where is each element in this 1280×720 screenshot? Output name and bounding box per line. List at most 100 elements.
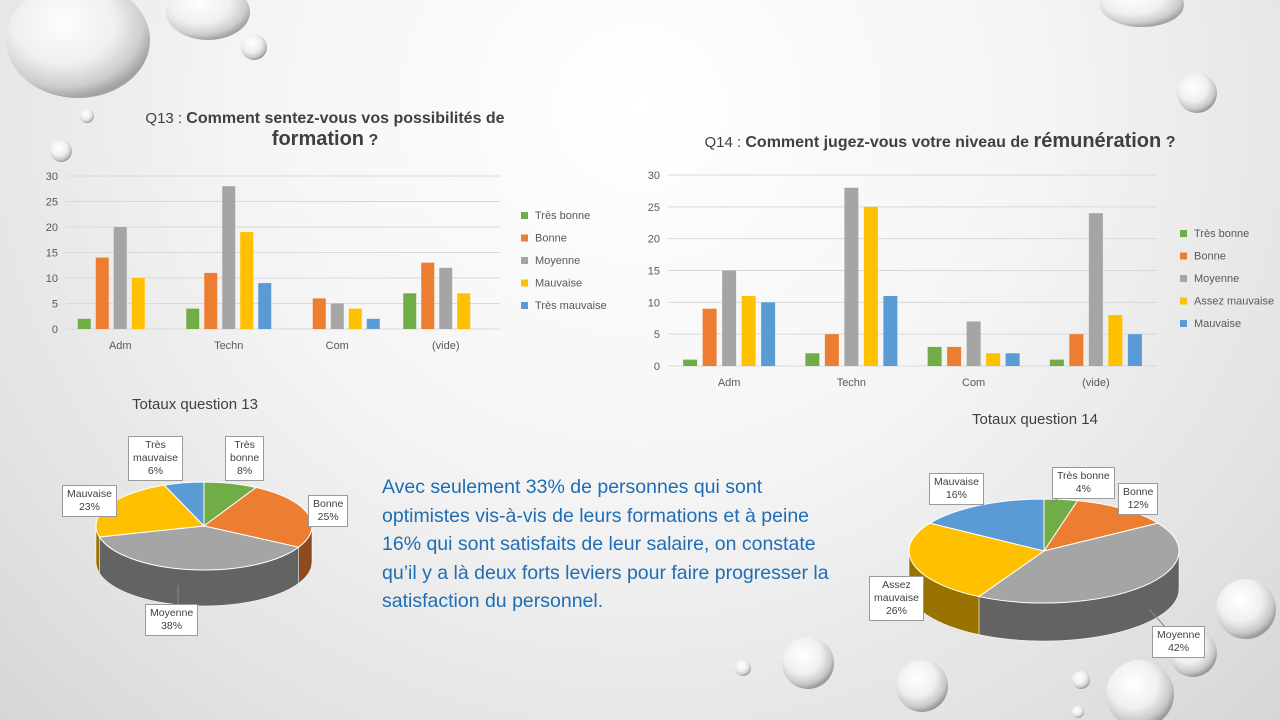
bar <box>1049 359 1064 366</box>
droplet <box>735 660 751 676</box>
pie-slice <box>163 481 205 528</box>
legend-label: Mauvaise <box>1194 318 1241 330</box>
pie-slice <box>928 498 1045 552</box>
pie-slice <box>98 525 300 571</box>
legend-label: Très bonne <box>1194 228 1249 240</box>
bar <box>366 318 380 329</box>
legend-label: Bonne <box>1194 251 1226 263</box>
droplet <box>1100 0 1184 27</box>
y-tick-label: 20 <box>648 234 660 246</box>
legend-swatch <box>521 279 528 287</box>
bar <box>683 359 698 366</box>
droplet <box>1216 579 1276 639</box>
droplet <box>241 34 267 60</box>
bar <box>222 186 236 329</box>
droplet <box>6 0 150 98</box>
y-tick-label: 0 <box>52 324 58 336</box>
pie-slice <box>202 486 313 548</box>
x-tick-label: Adm <box>109 340 132 352</box>
bar <box>457 293 471 329</box>
pie-data-label: Bonne 12% <box>1118 483 1159 515</box>
droplet <box>1106 660 1174 720</box>
x-tick-label: Techn <box>214 340 243 352</box>
chart-title-q13: Q13 : Comment sentez-vous vos possibilit… <box>145 110 505 150</box>
bar <box>863 206 878 366</box>
y-tick-label: 5 <box>654 329 660 341</box>
legend-label: Moyenne <box>1194 273 1239 285</box>
pie-chart-q13 <box>95 481 313 607</box>
y-tick-label: 15 <box>648 266 660 278</box>
legend-swatch <box>521 234 528 242</box>
y-tick-label: 0 <box>654 361 660 373</box>
legend-swatch <box>521 257 528 264</box>
bar-chart-q14: 0 5 10 15 20 25 30 Adm Techn Com (vide) Très bonne B… <box>648 170 1274 389</box>
bar <box>258 283 272 329</box>
legend-label: Très mauvaise <box>535 300 607 312</box>
x-tick-label: (vide) <box>1082 377 1110 389</box>
legend-label: Bonne <box>535 233 567 245</box>
y-tick-label: 25 <box>46 197 58 209</box>
bar <box>844 187 859 366</box>
legend-swatch <box>521 302 528 309</box>
leader-line <box>1149 609 1167 629</box>
y-tick-label: 15 <box>46 248 58 260</box>
legend-swatch <box>1180 230 1187 237</box>
y-tick-label: 20 <box>46 222 58 234</box>
bar <box>883 295 898 366</box>
legend-swatch <box>521 212 528 219</box>
droplet <box>1177 73 1217 113</box>
bar <box>824 334 839 366</box>
conclusion-text: Avec seulement 33% de personnes qui sont… <box>382 476 829 612</box>
bar <box>722 270 737 366</box>
pie-title-q14: Totaux question 14 <box>972 411 1098 428</box>
pie-slice <box>977 522 1180 604</box>
bar <box>113 227 127 329</box>
droplet <box>166 0 250 40</box>
bar <box>1069 334 1084 366</box>
legend-label: Assez mauvaise <box>1194 296 1274 308</box>
bar <box>986 353 1001 366</box>
bar <box>330 303 344 329</box>
x-tick-label: Com <box>326 340 349 352</box>
legend-swatch <box>1180 297 1187 305</box>
pie-data-label: Très mauvaise 6% <box>128 436 183 481</box>
bar <box>947 346 962 366</box>
droplet <box>80 109 94 123</box>
bar <box>1108 315 1123 366</box>
bar <box>966 321 981 366</box>
x-tick-label: Com <box>962 377 985 389</box>
pie-data-label: Mauvaise 23% <box>62 485 117 517</box>
legend-swatch <box>1180 320 1187 327</box>
x-tick-label: Techn <box>837 377 866 389</box>
pie-slice <box>908 522 1046 598</box>
droplet <box>1072 706 1084 718</box>
bar-chart-q13: 0 5 10 15 20 25 30 Adm Techn Com (vide) Très bonne B… <box>46 171 607 352</box>
droplet <box>896 660 948 712</box>
x-tick-label: Adm <box>718 377 741 389</box>
pie-data-label: Moyenne 42% <box>1152 626 1206 658</box>
bar <box>348 308 362 329</box>
legend-label: Moyenne <box>535 255 580 267</box>
x-tick-label: (vide) <box>432 340 460 352</box>
bar <box>312 298 326 329</box>
y-tick-label: 30 <box>648 170 660 182</box>
y-tick-label: 5 <box>52 299 58 311</box>
bar <box>927 346 942 366</box>
bar <box>204 272 218 329</box>
bar <box>761 302 776 366</box>
bar <box>403 293 417 329</box>
bar <box>741 295 756 366</box>
pie-data-label: Moyenne 38% <box>145 604 199 636</box>
bar <box>805 353 820 366</box>
bar <box>1127 334 1142 366</box>
bar <box>702 308 717 366</box>
bar <box>421 262 435 329</box>
bar <box>1088 213 1103 366</box>
bar <box>131 278 145 329</box>
pie-data-label: Bonne 25% <box>308 495 349 527</box>
pie-title-q13: Totaux question 13 <box>132 396 258 413</box>
bar <box>95 257 109 329</box>
droplet <box>782 637 834 689</box>
bar <box>77 318 91 329</box>
